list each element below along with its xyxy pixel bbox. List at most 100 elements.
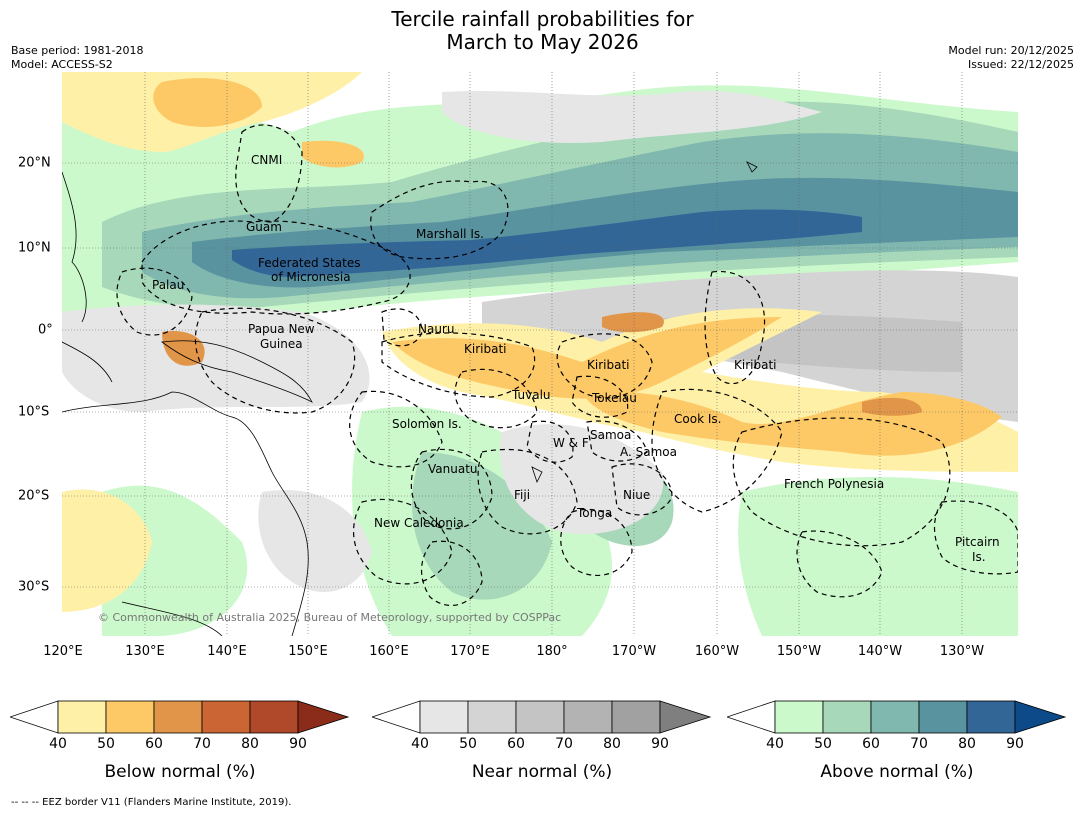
colorbar-tick: 90 — [289, 736, 307, 752]
eez-borders — [116, 124, 1018, 606]
eez-kiribati-phoenix — [556, 333, 653, 399]
colorbar-below-swatch — [249, 700, 299, 734]
eez-tuvalu — [454, 368, 538, 429]
map-title-line-1: Tercile rainfall probabilities for — [391, 7, 694, 31]
lat-tick-label: 0° — [38, 322, 53, 338]
colorbar-near-normal: 40 50 60 70 80 90 Near normal (%) — [370, 700, 712, 790]
colorbar-above-label: Above normal (%) — [820, 762, 974, 782]
label-vanuatu: Vanuatu — [428, 462, 478, 476]
colorbar-tick: 40 — [766, 736, 784, 752]
near-newcal-patch — [258, 490, 372, 592]
lon-tick-label: 120°E — [43, 644, 83, 659]
colorbar-above-swatch — [870, 700, 920, 734]
label-kiribati-west: Kiribati — [464, 342, 506, 356]
colorbar-tick: 40 — [49, 736, 67, 752]
issued-date: Issued: 22/12/2025 — [967, 58, 1074, 71]
colorbar-tick: 80 — [958, 736, 976, 752]
near-north-patch — [442, 90, 822, 143]
colorbar-above-swatch — [774, 700, 824, 734]
label-cnmi: CNMI — [251, 153, 282, 167]
colorbar-tick: 70 — [910, 736, 928, 752]
map-title-line-2: March to May 2026 — [446, 30, 639, 54]
eez-kiribati-line — [704, 270, 766, 385]
colorbar-below-min-arrow — [8, 700, 59, 734]
lon-tick-label: 130°W — [939, 644, 985, 659]
lat-tick-label: 30°S — [18, 579, 50, 595]
below-cnmi-patch — [302, 140, 364, 168]
colorbar-below-swatch — [57, 700, 107, 734]
label-solomon: Solomon Is. — [392, 417, 462, 431]
lat-tick-label: 20°N — [18, 155, 51, 171]
lon-tick-label: 180° — [536, 644, 568, 659]
eez-wallis-futuna — [526, 420, 574, 463]
colorbar-below-normal: 40 50 60 70 80 90 Below normal (%) — [8, 700, 350, 790]
lon-tick-label: 160°E — [369, 644, 409, 659]
colorbar-above-swatch — [966, 700, 1016, 734]
fiji-coast — [531, 466, 543, 484]
near-png-area — [62, 304, 370, 412]
australia-coast — [62, 391, 309, 636]
label-tonga: Tonga — [576, 506, 612, 520]
label-pitcairn-line1: Pitcairn — [955, 535, 1000, 549]
below-australia-east — [62, 489, 152, 612]
eez-fsm — [141, 220, 411, 315]
label-nauru: Nauru — [418, 322, 454, 336]
colorbar-tick: 50 — [459, 736, 477, 752]
eez-pitcairn — [933, 500, 1018, 575]
eez-norfolk — [421, 540, 483, 606]
eez-cnmi — [235, 124, 303, 223]
eez-tonga — [560, 508, 633, 576]
label-french-polynesia: French Polynesia — [784, 477, 884, 491]
colorbar-below-swatch — [153, 700, 203, 734]
colorbar-tick: 80 — [241, 736, 259, 752]
label-pitcairn-line2: Is. — [972, 550, 986, 564]
colorbar-above-min-arrow — [725, 700, 776, 734]
lon-tick-label: 150°E — [288, 644, 328, 659]
lon-tick-label: 150°W — [776, 644, 822, 659]
eez-french-polynesia — [732, 417, 951, 547]
label-samoa: Samoa — [590, 428, 631, 442]
colorbar-tick: 40 — [411, 736, 429, 752]
colorbar-tick: 90 — [1006, 736, 1024, 752]
colorbar-near-min-arrow — [370, 700, 421, 734]
colorbar-below-swatches — [8, 700, 350, 734]
lat-tick-label: 10°N — [18, 240, 51, 256]
colorbar-above-swatch — [918, 700, 968, 734]
label-american-samoa: A. Samoa — [620, 445, 677, 459]
copyright-notice: © Commonwealth of Australia 2025, Bureau… — [98, 611, 561, 624]
label-fiji: Fiji — [514, 488, 530, 502]
lon-tick-label: 170°W — [611, 644, 657, 659]
colorbar-below-ticks: 40 50 60 70 80 90 — [10, 736, 350, 754]
label-tokelau: Tokelau — [591, 391, 637, 405]
hawaii-coast — [746, 161, 758, 173]
label-palau: Palau — [152, 278, 184, 292]
eez-samoa — [586, 420, 648, 462]
coastlines — [62, 161, 758, 636]
colorbar-near-swatch — [515, 700, 565, 734]
eez-kiribati-gilbert — [381, 332, 536, 398]
model-run: Model run: 20/12/2025 — [948, 44, 1074, 57]
label-fsm-line1: Federated States — [258, 256, 360, 270]
label-png-line2: Guinea — [260, 337, 303, 351]
eez-vanuatu — [410, 448, 493, 530]
label-png-line1: Papua New — [248, 322, 315, 336]
colorbar-tick: 50 — [97, 736, 115, 752]
colorbar-tick: 60 — [862, 736, 880, 752]
philippines-coast — [62, 171, 87, 323]
above-south-east — [738, 477, 1018, 636]
eez-png — [194, 307, 356, 414]
eez-footnote: -- -- -- EEZ border V11 (Flanders Marine… — [11, 797, 292, 808]
colorbar-near-ticks: 40 50 60 70 80 90 — [372, 736, 712, 754]
colorbar-above-swatch — [822, 700, 872, 734]
below-kiribati-core — [602, 312, 664, 333]
above-band-80 — [232, 209, 862, 277]
below-png-core — [162, 331, 205, 366]
colorbar-tick: 50 — [814, 736, 832, 752]
colorbar-above-ticks: 40 50 60 70 80 90 — [727, 736, 1067, 754]
label-marshall: Marshall Is. — [416, 227, 484, 241]
lat-tick-label: 20°S — [18, 488, 50, 504]
tasman-coast — [121, 601, 223, 636]
colorbar-above-normal: 40 50 60 70 80 90 Above normal (%) — [725, 700, 1067, 790]
eez-fiji — [477, 448, 578, 535]
colorbar-tick: 70 — [555, 736, 573, 752]
